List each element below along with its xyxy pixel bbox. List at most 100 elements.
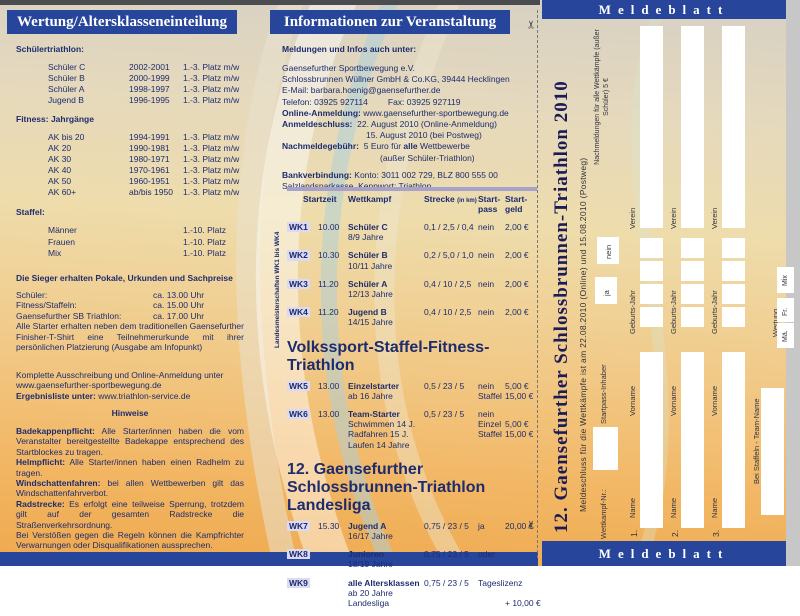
geburtsjahr-digit-1-4[interactable] <box>640 307 663 327</box>
geburtsjahr-digit-2-3[interactable] <box>681 284 704 304</box>
competition-row-line: ab 20 Jahre <box>287 588 537 598</box>
age-class-row-cell-1: 2002-2001 <box>129 62 170 72</box>
deadline-label: Anmeldeschluss: <box>282 119 353 130</box>
wk-id-badge: WK8 <box>287 549 310 560</box>
wk-name-cell: Junioren <box>348 549 384 560</box>
geburtsjahr-digit-3-3[interactable] <box>722 284 745 304</box>
award-time-row-cell-1: ca. 15.00 Uhr <box>153 300 205 310</box>
name-vorname-field-2[interactable] <box>681 352 704 528</box>
age-class-row-cell-2: 1.-3. Platz m/w <box>183 165 240 175</box>
wertung-option-box-M[interactable] <box>777 323 794 348</box>
wk-time-cell: 13.00 <box>318 409 340 420</box>
deadline-line1: Anmeldeschluss: 22. August 2010 (Online-… <box>282 119 537 130</box>
geburtsjahr-digit-2-4[interactable] <box>681 307 704 327</box>
geburtsjahr-digit-2-2[interactable] <box>681 261 704 281</box>
bank-label: Bankverbindung: <box>282 169 352 180</box>
wk-name-cell: alle Altersklassen <box>348 577 420 588</box>
wk-pass-cell: nein <box>478 278 495 289</box>
org-line1: Gaensefurther Sportbewegung e.V. <box>282 63 415 73</box>
wk-name-cell: 8/9 Jahre <box>348 232 384 243</box>
table-header-row: Startzeit Wettkampf Strecke (in km) Star… <box>287 194 537 214</box>
geburtsjahr-digit-2-1[interactable] <box>681 238 704 258</box>
relay-class-row-cell-0: Männer <box>48 225 77 235</box>
wk-geld-cell <box>505 317 537 327</box>
age-class-row-cell-2: 1.-3. Platz m/w <box>183 73 240 83</box>
wk-pass-cell <box>478 598 505 608</box>
wk-name-cell: Landesliga <box>348 598 390 609</box>
geburtsjahr-digit-3-4[interactable] <box>722 307 745 327</box>
col-wettkampf: Wettkampf <box>348 194 392 204</box>
age-class-row: Schüler A 1998-1997 1.-3. Platz m/w <box>48 84 244 95</box>
wk-strecke-cell: 0,4 / 10 / 2,5 <box>424 278 472 289</box>
wk-strecke-cell <box>424 598 478 608</box>
results-label: Ergebnisliste unter: <box>16 390 96 401</box>
award-time-row: Gaensefurther SB Triathlon: ca. 17.00 Uhr <box>16 311 244 322</box>
competition-row: WK8 Junioren 0,75 / 23 / 5 oder 18/19 Jahre <box>287 549 537 569</box>
age-class-row-cell-2: 1.-3. Platz m/w <box>183 95 240 105</box>
name-vorname-field-1[interactable] <box>640 352 663 528</box>
wk-pass-cell: Tageslizenz <box>478 577 523 588</box>
startpass-yes-checkbox[interactable] <box>595 277 617 304</box>
fitness-heading: Fitness: Jahrgänge <box>16 114 94 124</box>
wk-id-badge: WK3 <box>287 278 310 290</box>
wettkampf-nr-field[interactable] <box>593 427 618 470</box>
age-class-row-cell-2: 1.-3. Platz m/w <box>183 84 240 94</box>
form-header-bar: Meldeblatt <box>542 0 786 19</box>
wk-name-cell: 14/15 Jahre <box>348 317 393 328</box>
name-vorname-field-3[interactable] <box>722 352 745 528</box>
geburtsjahr-digit-1-3[interactable] <box>640 284 663 304</box>
wk-time-cell <box>318 391 348 401</box>
verein-field-2[interactable] <box>681 26 704 228</box>
wk-time-cell: 11.20 <box>318 278 339 289</box>
wk-id-cell <box>287 588 318 598</box>
col-strecke: Strecke (in km) <box>424 194 477 204</box>
wk-name-cell: Laufen 14 Jahre <box>348 439 410 450</box>
geburtsjahr-label-2: Geburts-Jahr <box>669 290 678 334</box>
wk-id-cell <box>287 429 318 439</box>
latefee-label: Nachmeldegebühr: <box>282 141 359 152</box>
wk-time-cell: 11.20 <box>318 307 339 318</box>
age-class-row: Schüler C 2002-2001 1.-3. Platz m/w <box>48 62 244 73</box>
age-class-row-cell-0: Schüler A <box>48 84 85 94</box>
team-name-field[interactable] <box>761 388 784 515</box>
wk-strecke-cell: 0,75 / 23 / 5 <box>424 577 469 588</box>
wk-time-cell <box>318 559 348 569</box>
wk-geld-cell <box>505 440 537 450</box>
age-class-row-cell-2: 1.-3. Platz m/w <box>183 154 240 164</box>
wk-pass-cell: nein <box>478 250 495 261</box>
geburtsjahr-digit-3-1[interactable] <box>722 238 745 258</box>
competition-row-line: WK6 13.00 Team-Starter 0,5 / 23 / 5 nein <box>287 409 537 420</box>
wk-id-badge: WK6 <box>287 409 310 420</box>
award-time-row: Fitness/Staffeln: ca. 15.00 Uhr <box>16 300 244 311</box>
wk-name-cell: Jugend A <box>348 520 387 531</box>
wk-pass-cell: oder <box>478 549 496 560</box>
wk-id-cell: WK7 <box>287 520 318 532</box>
wk-pass-cell <box>478 232 505 242</box>
age-class-row: Schüler B 2000-1999 1.-3. Platz m/w <box>48 73 244 84</box>
relay-class-row: Mix 1.-10. Platz <box>48 248 244 260</box>
geburtsjahr-digit-1-1[interactable] <box>640 238 663 258</box>
wertung-option-box-Fr[interactable] <box>777 298 794 322</box>
wk-strecke-cell <box>424 429 478 439</box>
geburtsjahr-digit-1-2[interactable] <box>640 261 663 281</box>
relay-class-row-cell-1: 1.-10. Platz <box>183 248 226 258</box>
competition-row-line: WK2 10.30 Schüler B 0,2 / 5,0 / 1,0 nein 2,00… <box>287 250 537 261</box>
wk-strecke-cell <box>424 261 478 271</box>
verein-field-1[interactable] <box>640 26 663 228</box>
competition-row-line: Schwimmen 14 J. Einzel 5,00 € <box>287 419 537 429</box>
competition-row: WK4 11.20 Jugend B 0,4 / 10 / 2,5 nein 2,00 €… <box>287 307 537 327</box>
wk-pass-cell: Staffel <box>478 390 502 401</box>
left-panel: Schülertriathlon: Schüler C 2002-2001 1.-3… <box>16 42 244 551</box>
geburtsjahr-digit-3-2[interactable] <box>722 261 745 281</box>
age-class-row-cell-1: 1960-1951 <box>129 176 170 186</box>
startpass-no-checkbox[interactable] <box>597 237 619 264</box>
wk-geld-cell <box>505 289 537 299</box>
person-index-3: 3. <box>711 529 721 537</box>
age-class-row: AK bis 20 1994-1991 1.-3. Platz m/w <box>48 132 244 143</box>
wk-id-cell <box>287 317 318 327</box>
form-footer-bar: Meldeblatt <box>542 541 786 566</box>
wk-id-cell: WK2 <box>287 250 318 261</box>
verein-field-3[interactable] <box>722 26 745 228</box>
competition-row-line: ab 16 Jahre Staffel 15,00 € <box>287 391 537 401</box>
wertung-option-box-Mix[interactable] <box>777 267 794 293</box>
